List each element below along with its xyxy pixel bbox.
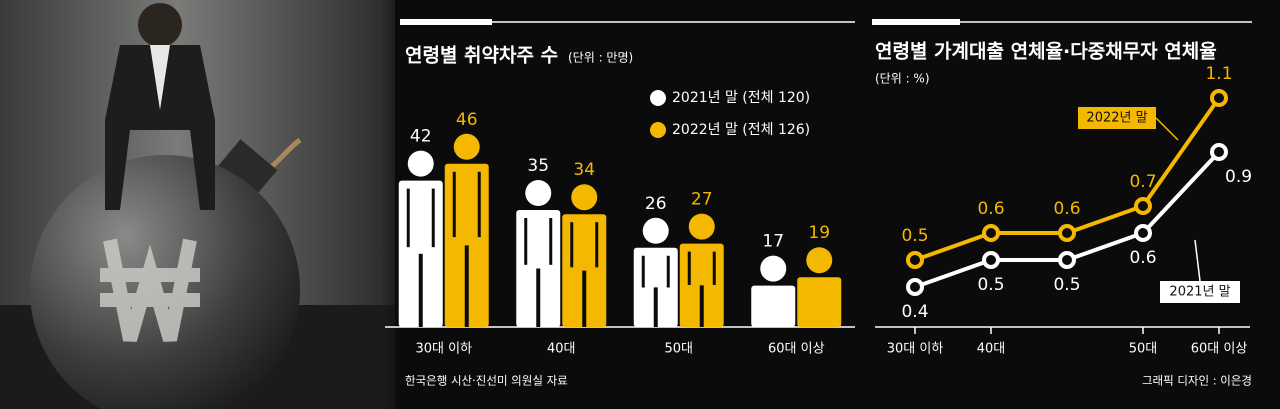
value-label: 0.6 — [1053, 199, 1080, 219]
series-tag-label: 2021년 말 — [1169, 285, 1230, 300]
value-label: 0.7 — [1129, 172, 1156, 192]
person-head — [760, 255, 787, 282]
point-marker — [982, 251, 1000, 269]
value-label: 46 — [456, 110, 478, 130]
leg-gap — [464, 245, 469, 327]
arm-gap — [431, 188, 435, 248]
person-head — [688, 213, 715, 240]
arm-gap — [570, 222, 574, 268]
arm-gap — [524, 218, 528, 265]
value-label: 0.5 — [901, 226, 928, 246]
x-tick-label: 60대 이상 — [1191, 342, 1248, 357]
person-head — [525, 180, 552, 206]
chart-unit: (단위 : 만명) — [568, 51, 633, 65]
value-label: 0.9 — [1225, 167, 1252, 187]
arm-gap — [641, 255, 645, 288]
legend-label: 2022년 말 (전체 126) — [672, 122, 810, 138]
series-tag-label: 2022년 말 — [1086, 111, 1147, 126]
legend-marker — [650, 90, 666, 106]
value-label: 42 — [410, 127, 432, 147]
point-marker — [982, 224, 1000, 242]
arm-gap — [595, 222, 599, 268]
leg-gap — [699, 285, 704, 327]
person-head — [571, 184, 598, 211]
x-tick-label: 40대 — [977, 342, 1006, 357]
value-label: 0.4 — [901, 302, 928, 322]
legend-label: 2021년 말 (전체 120) — [672, 90, 810, 106]
tag-leader — [1194, 239, 1201, 282]
series-tag — [1078, 107, 1156, 129]
person-bar — [633, 217, 678, 327]
tag-leader — [1155, 117, 1179, 141]
value-label: 35 — [527, 156, 549, 176]
arm-gap — [687, 251, 691, 285]
x-tick-label: 30대 이하 — [415, 342, 472, 357]
value-label: 0.5 — [977, 275, 1004, 295]
point-marker — [1134, 224, 1152, 242]
point-marker — [1210, 143, 1228, 161]
arm-gap — [712, 251, 716, 285]
legend-marker — [650, 122, 666, 138]
person-bar — [679, 213, 724, 327]
value-label: 26 — [645, 194, 667, 214]
chart-unit: (단위 : %) — [875, 72, 930, 86]
value-label: 0.5 — [1053, 275, 1080, 295]
arm-gap — [477, 171, 481, 238]
person-head — [806, 247, 833, 274]
point-marker — [1058, 224, 1076, 242]
value-label: 27 — [691, 190, 713, 210]
person-bar — [516, 180, 561, 327]
leg-gap — [536, 268, 541, 327]
value-label: 17 — [762, 232, 784, 252]
photo — [0, 0, 420, 409]
person-head — [407, 150, 434, 177]
chart-title: 연령별 가계대출 연체율·다중채무자 연체율 — [875, 41, 1217, 63]
point-marker — [906, 278, 924, 296]
point-marker — [1058, 251, 1076, 269]
arm-gap — [666, 255, 670, 288]
point-marker — [906, 251, 924, 269]
credit-note: 그래픽 디자인 : 이은경 — [1142, 374, 1252, 388]
value-label: 0.6 — [977, 199, 1004, 219]
leg-gap — [582, 270, 587, 327]
value-label: 19 — [808, 223, 830, 243]
arm-gap — [549, 218, 553, 265]
point-marker — [1134, 197, 1152, 215]
leg-gap — [653, 287, 658, 327]
value-label: 34 — [573, 160, 595, 180]
value-label: 0.6 — [1129, 248, 1156, 268]
person-bar — [562, 184, 607, 327]
person-bar — [444, 133, 489, 327]
person-body — [751, 285, 796, 327]
leg-gap — [418, 253, 423, 327]
x-tick-label: 30대 이하 — [887, 342, 944, 357]
arm-gap — [406, 188, 410, 248]
chart-title: 연령별 취약차주 수 — [405, 45, 558, 67]
person-body — [797, 277, 842, 327]
person-head — [642, 217, 669, 244]
value-label: 1.1 — [1205, 64, 1232, 84]
series-tag — [1160, 281, 1240, 303]
person-bar — [797, 247, 842, 327]
source-note: 한국은행 시산·진선미 의원실 자료 — [405, 374, 568, 388]
person-bar — [751, 255, 796, 327]
x-tick-label: 40대 — [547, 342, 576, 357]
person-head — [453, 133, 480, 160]
x-tick-label: 50대 — [664, 342, 693, 357]
person-bar — [398, 150, 443, 327]
point-marker — [1210, 89, 1228, 107]
x-tick-label: 60대 이상 — [768, 342, 825, 357]
x-tick-label: 50대 — [1129, 342, 1158, 357]
arm-gap — [452, 171, 456, 238]
